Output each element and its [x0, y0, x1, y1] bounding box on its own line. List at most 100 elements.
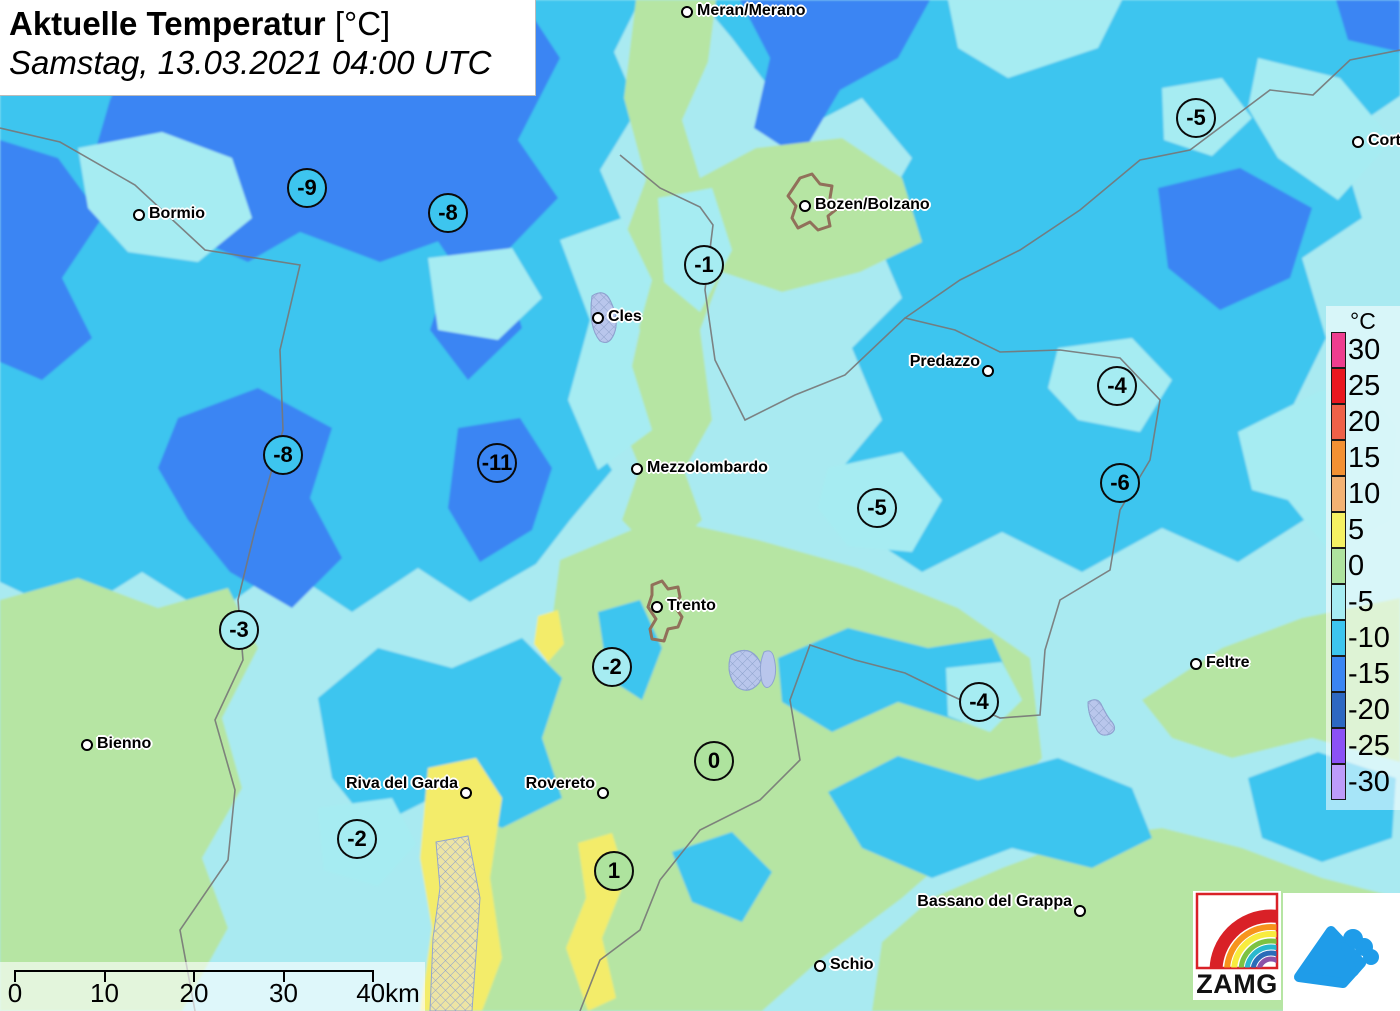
legend-band-value: 25: [1348, 370, 1381, 402]
legend-band-swatch: [1331, 727, 1346, 764]
legend-band-swatch: [1331, 691, 1346, 728]
legend-band-swatch: [1331, 475, 1346, 512]
legend-band-value: -5: [1348, 586, 1374, 618]
legend-band: -20: [1331, 691, 1390, 728]
legend-band: 30: [1331, 331, 1390, 368]
map-subtitle: Samstag, 13.03.2021 04:00 UTC: [9, 44, 492, 81]
title-main: Aktuelle Temperatur: [9, 5, 326, 42]
scale-bar-label: 30: [269, 978, 298, 1008]
title-box: Aktuelle Temperatur [°C] Samstag, 13.03.…: [0, 0, 536, 96]
legend-band-swatch: [1331, 403, 1346, 440]
legend-band-value: -15: [1348, 658, 1390, 690]
city-label: Cortina: [1368, 132, 1400, 149]
scale-bar-tick: [14, 970, 16, 982]
partner-weather-logo: [1283, 893, 1400, 1011]
legend-band-value: -25: [1348, 730, 1390, 762]
city-label: Meran/Merano: [697, 2, 806, 19]
legend-band-value: 20: [1348, 406, 1381, 438]
scale-bar: 0 10 20 30 40km: [0, 962, 425, 1011]
legend-band: -25: [1331, 727, 1390, 764]
city-label: Mezzolombardo: [647, 459, 768, 476]
legend-band: 20: [1331, 403, 1390, 440]
scale-bar-tick: [193, 970, 195, 982]
station-temperature-bubble: -8: [263, 435, 303, 475]
station-temperature-bubble: -4: [959, 682, 999, 722]
legend-band-value: -30: [1348, 766, 1390, 798]
legend-band: -10: [1331, 619, 1390, 656]
legend-band: 15: [1331, 439, 1390, 476]
zamg-logo: ZAMG: [1193, 891, 1281, 1000]
legend-band-value: 10: [1348, 478, 1381, 510]
zamg-rainbow-icon: [1195, 892, 1279, 970]
city-label: Bormio: [149, 205, 205, 222]
scale-bar-label: 0: [7, 978, 23, 1008]
legend-band-value: -10: [1348, 622, 1390, 654]
mountain-cloud-icon: [1294, 926, 1379, 988]
city-marker: [81, 739, 93, 751]
legend-band: 10: [1331, 475, 1390, 512]
legend-band-value: 15: [1348, 442, 1381, 474]
title-unit: [°C]: [334, 5, 391, 42]
legend-band: 5: [1331, 511, 1390, 548]
zamg-wordmark: ZAMG: [1196, 969, 1278, 999]
city-label: Bozen/Bolzano: [815, 196, 930, 213]
legend-band-swatch: [1331, 511, 1346, 548]
city-marker: [1190, 658, 1202, 670]
scale-bar-label: 40km: [356, 978, 420, 1008]
legend-band-value: 30: [1348, 334, 1381, 366]
station-temperature-bubble: -2: [337, 819, 377, 859]
legend-band-swatch: [1331, 583, 1346, 620]
legend-band-swatch: [1331, 655, 1346, 692]
legend-band-swatch: [1331, 547, 1346, 584]
legend-band: -30: [1331, 763, 1390, 800]
city-label: Cles: [608, 308, 642, 325]
city-label: Predazzo: [909, 353, 980, 370]
city-label: Riva del Garda: [345, 775, 458, 792]
station-temperature-bubble: -9: [287, 168, 327, 208]
station-temperature-bubble: -6: [1100, 463, 1140, 503]
city-label: Bienno: [97, 735, 152, 752]
city-label: Trento: [667, 597, 716, 614]
station-temperature-bubble: -4: [1097, 366, 1137, 406]
legend-band: -5: [1331, 583, 1390, 620]
legend-band-swatch: [1331, 331, 1346, 368]
station-temperature-bubble: -11: [477, 443, 517, 483]
station-temperature-bubble: 0: [694, 741, 734, 781]
city-marker: [799, 200, 811, 212]
city-boundary-outlines: [646, 172, 840, 643]
station-temperature-bubble: -8: [428, 193, 468, 233]
map-title: Aktuelle Temperatur [°C]: [9, 5, 535, 43]
lakes: [429, 292, 1116, 1011]
legend-band-swatch: [1331, 439, 1346, 476]
city-marker: [1352, 136, 1364, 148]
legend-band: -15: [1331, 655, 1390, 692]
city-marker: [460, 787, 472, 799]
city-marker: [814, 960, 826, 972]
legend-band-swatch: [1331, 619, 1346, 656]
scale-bar-label: 10: [90, 978, 119, 1008]
city-marker: [631, 463, 643, 475]
legend-band-swatch: [1331, 367, 1346, 404]
scale-bar-label: 20: [179, 978, 209, 1008]
station-temperature-bubble: 1: [594, 851, 634, 891]
city-marker: [681, 6, 693, 18]
legend-band-value: 0: [1348, 550, 1365, 582]
city-marker: [982, 365, 994, 377]
legend-band: 25: [1331, 367, 1390, 404]
legend-band-swatch: [1331, 763, 1346, 800]
station-temperature-bubble: -3: [219, 610, 259, 650]
city-marker: [651, 601, 663, 613]
station-temperature-bubble: -1: [684, 245, 724, 285]
legend-band: 0: [1331, 547, 1390, 584]
temperature-legend: °C 30 25 20 15 10 5 0 -5 -10 -15 -20 -25 -30: [1326, 306, 1400, 810]
legend-bands: 30 25 20 15 10 5 0 -5 -10 -15 -20 -25 -30: [1331, 331, 1390, 800]
city-marker: [133, 209, 145, 221]
city-label: Feltre: [1206, 654, 1250, 671]
city-label: Rovereto: [525, 775, 595, 792]
scale-bar-tick: [372, 970, 374, 982]
city-marker: [597, 787, 609, 799]
border-lines: [0, 49, 1400, 1011]
